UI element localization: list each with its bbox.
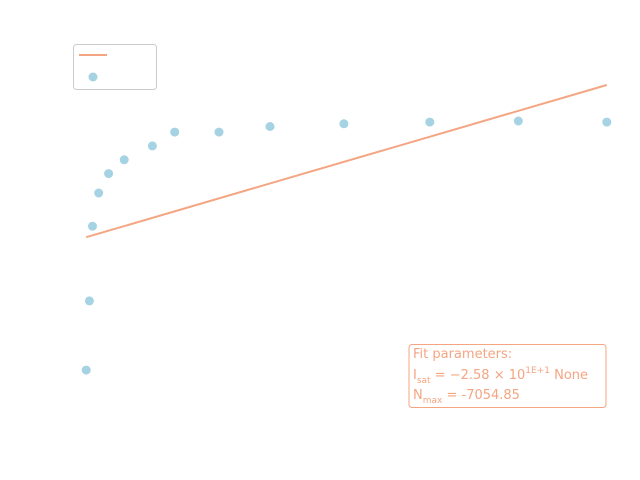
fit-parameters-box: Fit parameters: Isat = −2.58 × 101E+1 No… <box>408 344 607 408</box>
data-point <box>84 296 94 306</box>
isat-exponent: 1E+1 <box>525 366 550 376</box>
fit-line <box>85 84 608 239</box>
fit-parameters-frame <box>408 344 607 408</box>
isat-subscript: sat <box>417 376 431 386</box>
data-point <box>119 155 129 165</box>
data-point <box>94 188 104 198</box>
data-point <box>81 365 91 375</box>
isat-unit: None <box>550 368 588 383</box>
data-point <box>265 122 275 131</box>
legend <box>73 44 157 90</box>
data-point <box>170 127 180 137</box>
legend-box <box>73 44 157 90</box>
data-point <box>602 117 612 127</box>
data-point <box>104 169 114 179</box>
nmax-symbol: N <box>413 388 423 403</box>
nmax-subscript: max <box>423 396 443 406</box>
legend-points-swatch <box>88 72 98 82</box>
plot-area <box>81 84 612 375</box>
data-point <box>214 127 224 137</box>
data-point <box>88 221 97 231</box>
data-point <box>339 119 349 129</box>
data-point <box>425 117 435 127</box>
fit-parameters-heading: Fit parameters: <box>413 347 512 362</box>
isat-symbol: I <box>413 368 417 383</box>
data-point <box>147 141 157 151</box>
isat-value: = −2.58 × 10 <box>431 368 526 383</box>
data-point <box>513 116 523 126</box>
nmax-value: = -7054.85 <box>442 388 520 403</box>
fit-parameter-isat: Isat = −2.58 × 101E+1 None <box>413 366 588 386</box>
fit-parameter-nmax: Nmax = -7054.85 <box>413 388 520 406</box>
